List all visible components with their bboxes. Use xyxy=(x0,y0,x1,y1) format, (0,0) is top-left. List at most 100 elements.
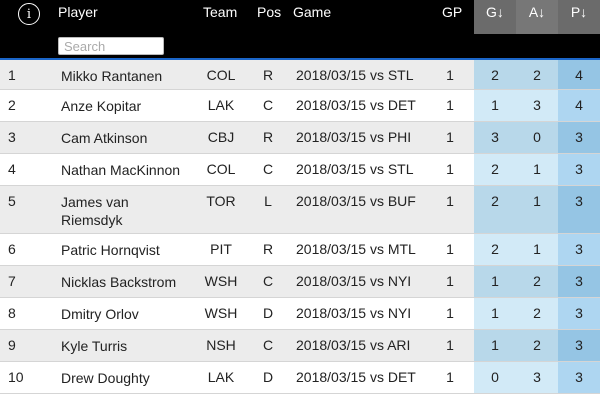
player-cell: Nicklas Backstrom xyxy=(61,274,177,290)
assists-cell: 2 xyxy=(533,273,541,289)
game-cell: 2018/03/15 vs DET xyxy=(296,369,416,385)
pos-cell: R xyxy=(262,241,274,257)
table-row[interactable]: 7 Nicklas Backstrom WSH C 2018/03/15 vs NYI 1… xyxy=(0,266,600,298)
goals-cell: 2 xyxy=(491,67,499,83)
goals-cell: 3 xyxy=(491,129,499,145)
table-row[interactable]: 2 Anze Kopitar LAK C 2018/03/15 vs DET 1 1 3 4 xyxy=(0,90,600,122)
table-row[interactable]: 4 Nathan MacKinnon COL C 2018/03/15 vs STL 1 2… xyxy=(0,154,600,186)
rank-cell: 4 xyxy=(8,161,16,177)
table-row[interactable]: 8 Dmitry Orlov WSH D 2018/03/15 vs NYI 1 1 2 3 xyxy=(0,298,600,330)
gp-cell: 1 xyxy=(446,97,454,113)
game-cell: 2018/03/15 vs MTL xyxy=(296,241,416,257)
player-cell: Cam Atkinson xyxy=(61,130,148,146)
stat-cell-bg xyxy=(474,122,516,153)
stat-cell-bg xyxy=(516,122,558,153)
rank-cell: 3 xyxy=(8,129,16,145)
gp-cell: 1 xyxy=(446,305,454,321)
assists-cell: 2 xyxy=(533,67,541,83)
stat-cell-bg xyxy=(474,186,516,233)
stat-cell-bg xyxy=(558,186,600,233)
table-row[interactable]: 9 Kyle Turris NSH C 2018/03/15 vs ARI 1 1 2 3 xyxy=(0,330,600,362)
header-p-sort[interactable]: P↓ xyxy=(558,0,600,34)
game-cell: 2018/03/15 vs NYI xyxy=(296,305,412,321)
stat-cell-bg xyxy=(474,330,516,361)
stat-cell-bg xyxy=(516,186,558,233)
table-row[interactable]: 1 Mikko Rantanen COL R 2018/03/15 vs STL 1 2 2 4 xyxy=(0,58,600,90)
stat-cell-bg xyxy=(516,362,558,393)
pos-cell: D xyxy=(262,369,274,385)
stat-cell-bg xyxy=(558,298,600,329)
pos-cell: C xyxy=(262,273,274,289)
points-cell: 3 xyxy=(575,369,583,385)
table-row[interactable]: 3 Cam Atkinson CBJ R 2018/03/15 vs PHI 1 3 0 3 xyxy=(0,122,600,154)
info-icon[interactable]: i xyxy=(18,3,40,25)
team-cell: LAK xyxy=(207,97,235,113)
table-row[interactable]: 10 Drew Doughty LAK D 2018/03/15 vs DET 1 0 3 3 xyxy=(0,362,600,394)
team-cell: CBJ xyxy=(207,129,235,145)
assists-cell: 3 xyxy=(533,369,541,385)
team-cell: PIT xyxy=(210,241,232,257)
stat-cell-bg xyxy=(474,154,516,185)
pos-cell: C xyxy=(262,161,274,177)
goals-cell: 0 xyxy=(491,369,499,385)
player-cell: Anze Kopitar xyxy=(61,98,142,114)
assists-cell: 0 xyxy=(533,129,541,145)
game-cell: 2018/03/15 vs STL xyxy=(296,67,414,83)
gp-cell: 1 xyxy=(446,241,454,257)
game-cell: 2018/03/15 vs STL xyxy=(296,161,414,177)
rank-cell: 1 xyxy=(8,67,16,83)
goals-cell: 1 xyxy=(491,273,499,289)
assists-cell: 3 xyxy=(533,97,541,113)
team-cell: LAK xyxy=(207,369,235,385)
pos-cell: R xyxy=(262,67,274,83)
team-cell: NSH xyxy=(206,337,236,353)
gp-cell: 1 xyxy=(446,129,454,145)
goals-cell: 2 xyxy=(491,241,499,257)
header-g-sort[interactable]: G↓ xyxy=(474,0,516,34)
pos-cell: C xyxy=(262,97,274,113)
header-pos[interactable]: Pos xyxy=(257,4,282,20)
stat-cell-bg xyxy=(558,266,600,297)
stat-cell-bg xyxy=(516,234,558,265)
player-cell: Patric Hornqvist xyxy=(61,242,160,258)
stat-cell-bg xyxy=(516,298,558,329)
team-cell: COL xyxy=(206,67,236,83)
player-cell: Nathan MacKinnon xyxy=(61,162,181,178)
rank-cell: 10 xyxy=(8,369,24,385)
header-team[interactable]: Team xyxy=(203,4,238,20)
stat-cell-bg xyxy=(558,90,600,121)
rank-cell: 9 xyxy=(8,337,16,353)
assists-cell: 1 xyxy=(533,241,541,257)
goals-cell: 2 xyxy=(491,161,499,177)
game-cell: 2018/03/15 vs ARI xyxy=(296,337,411,353)
points-cell: 3 xyxy=(575,193,583,209)
stat-cell-bg xyxy=(558,122,600,153)
header-a-sort[interactable]: A↓ xyxy=(516,0,558,34)
goals-cell: 1 xyxy=(491,97,499,113)
team-cell: WSH xyxy=(204,305,238,321)
stat-cell-bg xyxy=(516,266,558,297)
header-game[interactable]: Game xyxy=(293,4,332,20)
stat-cell-bg xyxy=(474,298,516,329)
stat-cell-bg xyxy=(474,60,516,89)
stat-cell-bg xyxy=(516,60,558,89)
gp-cell: 1 xyxy=(446,273,454,289)
header-gp[interactable]: GP xyxy=(442,4,463,20)
team-cell: TOR xyxy=(206,193,236,209)
player-cell: Mikko Rantanen xyxy=(61,68,163,84)
header-player[interactable]: Player xyxy=(58,4,98,20)
gp-cell: 1 xyxy=(446,337,454,353)
points-cell: 3 xyxy=(575,241,583,257)
game-cell: 2018/03/15 vs BUF xyxy=(296,193,416,209)
points-cell: 3 xyxy=(575,129,583,145)
table-row[interactable]: 5 James van Riemsdyk TOR L 2018/03/15 vs BUF… xyxy=(0,186,600,234)
table-row[interactable]: 6 Patric Hornqvist PIT R 2018/03/15 vs MTL 1 2… xyxy=(0,234,600,266)
stat-cell-bg xyxy=(474,362,516,393)
goals-cell: 1 xyxy=(491,305,499,321)
gp-cell: 1 xyxy=(446,67,454,83)
table-header: i Player Team Pos Game GP G↓ A↓ P↓ xyxy=(0,0,600,58)
stat-cell-bg xyxy=(516,330,558,361)
assists-cell: 1 xyxy=(533,193,541,209)
stat-cell-bg xyxy=(516,154,558,185)
search-input[interactable] xyxy=(58,37,164,55)
